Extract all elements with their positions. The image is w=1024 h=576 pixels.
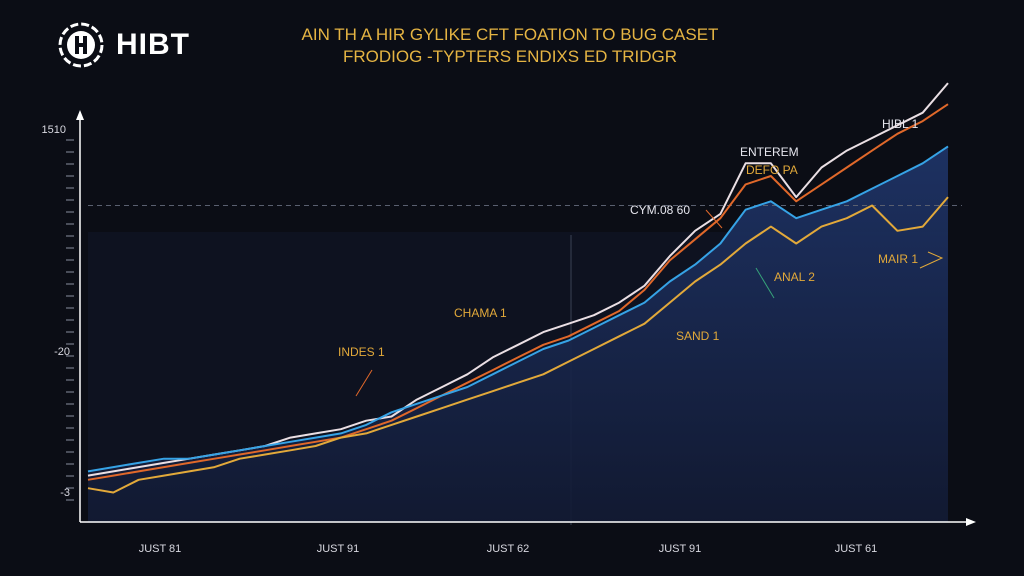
- x-tick-label-4: JUST 91: [659, 543, 702, 555]
- annotation-anal: ANAL 2: [774, 270, 815, 284]
- y-tick-label-mid: -20: [54, 346, 70, 358]
- annotation-mair: MAIR 1: [878, 252, 918, 266]
- series-line-blue: [87, 145, 949, 473]
- x-tick-label-2: JUST 91: [317, 543, 360, 555]
- area-fill: [88, 146, 948, 522]
- annotation-enterem: ENTEREM: [740, 145, 799, 159]
- x-tick-label-1: JUST 81: [139, 543, 182, 555]
- y-axis-arrow: [76, 110, 84, 120]
- leader-line-anal: [755, 267, 775, 299]
- annotation-hibl: HIBL 1: [882, 117, 919, 131]
- brand-name: HIBT: [116, 28, 190, 61]
- y-tick-label-top: 1510: [42, 124, 66, 136]
- annotation-sand: SAND 1: [676, 329, 720, 343]
- chart-title-line-2: FRODIOG -TYPTERS ENDIXS ED TRIDGR: [342, 47, 678, 66]
- y-tick-label-bottom: -3: [60, 487, 70, 499]
- leader-line-cym: [705, 209, 723, 229]
- brand-logo: HIBT: [58, 22, 190, 68]
- hibt-logo-icon: [58, 22, 104, 68]
- annotation-chama: CHAMA 1: [454, 306, 507, 320]
- series-line-orange: [87, 103, 949, 481]
- leader-arrow-mair: [919, 251, 944, 269]
- annotation-defo: DEFO PA: [746, 163, 798, 177]
- x-tick-label-3: JUST 62: [487, 543, 530, 555]
- x-axis-arrow: [966, 518, 976, 526]
- annotation-cym: CYM.08 60: [630, 203, 690, 217]
- leader-line-indes: [355, 369, 373, 397]
- chart-title-line-1: AIN TH A HIR GYLIKE CFT FOATION TO BUG C…: [301, 25, 719, 44]
- series-line-yellow: [87, 196, 949, 494]
- annotation-indes: INDES 1: [338, 345, 385, 359]
- x-tick-label-5: JUST 61: [835, 543, 878, 555]
